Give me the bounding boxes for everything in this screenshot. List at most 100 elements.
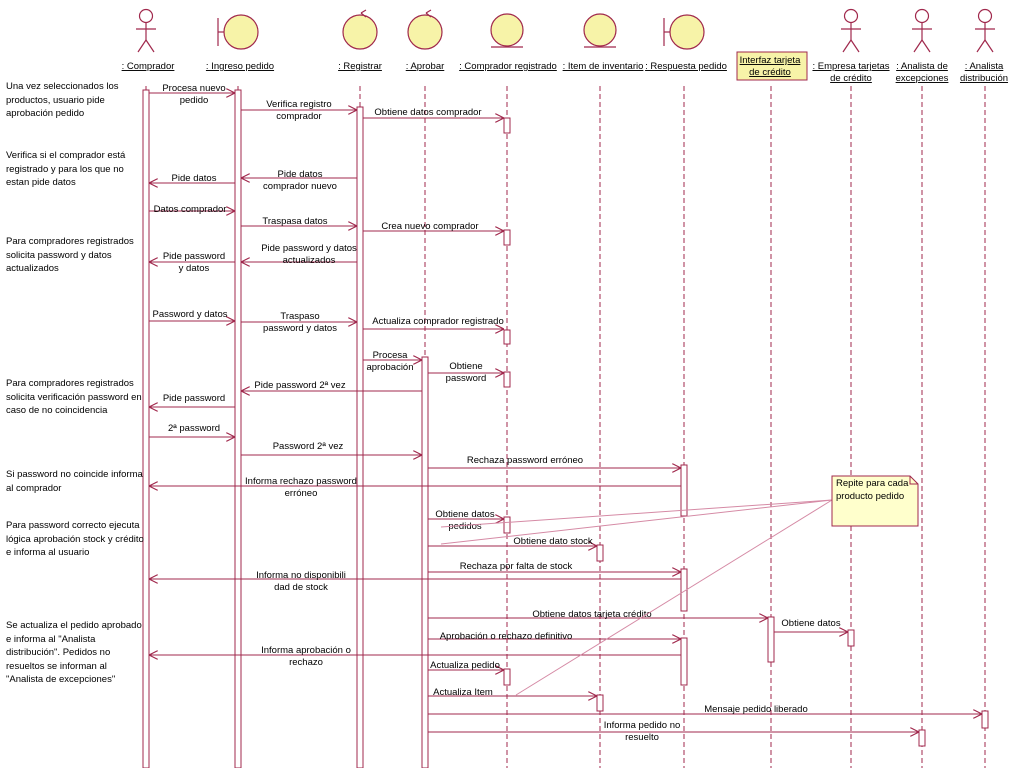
message-label: Password 2ª vez xyxy=(273,441,344,452)
message: 2ª password xyxy=(149,423,235,437)
message: Pide datos xyxy=(149,173,235,184)
activation-bar xyxy=(503,117,511,134)
lifeline-label: : Analista xyxy=(965,61,1004,72)
message: Actualiza pedido xyxy=(428,660,504,671)
boundary-icon xyxy=(669,14,705,50)
activation-bar xyxy=(847,629,855,647)
activation-bar xyxy=(596,694,604,712)
message-label: Obtiene datos comprador xyxy=(374,107,481,118)
side-note: Una vez seleccionados los productos, usu… xyxy=(6,81,119,119)
lifeline-head-registrar: : Registrar xyxy=(338,9,382,72)
activation-bar xyxy=(596,544,604,562)
boundary-icon xyxy=(223,14,259,50)
message-label: Aprobación o rechazo definitivo xyxy=(440,631,573,642)
lifeline-label: : Comprador registrado xyxy=(459,61,557,72)
lifeline-head-ingreso: : Ingreso pedido xyxy=(206,14,274,72)
message-label: Crea nuevo comprador xyxy=(381,221,478,232)
message-label: Rechaza por falta de stock xyxy=(460,561,573,572)
activation-bar xyxy=(356,106,364,768)
message-label: Pide password xyxy=(163,251,225,262)
lifeline-label: : Respuesta pedido xyxy=(645,61,727,72)
lifeline-label: : Empresa tarjetas xyxy=(812,61,889,72)
message: Obtiene datos comprador xyxy=(363,107,504,118)
message-label: Datos comprador xyxy=(154,204,227,215)
activation-bar xyxy=(918,729,926,747)
note-text: producto pedido xyxy=(836,491,904,502)
activation-bar xyxy=(503,516,511,534)
message-label: Verifica registro xyxy=(266,99,331,110)
message: Pide password xyxy=(149,393,235,407)
message: Aprobación o rechazo definitivo xyxy=(428,631,681,642)
activation-bar xyxy=(234,89,242,768)
message: Obtiene dato stock xyxy=(428,536,597,547)
activation-bar xyxy=(981,710,989,729)
lifeline-label: distribución xyxy=(960,73,1008,84)
lifeline-label: : Comprador xyxy=(122,61,175,72)
message-label: Pide password 2ª vez xyxy=(254,380,345,391)
note-text: Repite para cada xyxy=(836,478,909,489)
note-connector xyxy=(515,499,833,696)
message: Obtiene datos tarjeta crédito xyxy=(428,609,768,620)
activation-bar xyxy=(421,356,429,768)
message-label: Pide datos xyxy=(278,169,323,180)
message-label: Obtiene dato stock xyxy=(513,536,592,547)
message-label: Obtiene datos xyxy=(781,618,840,629)
message-label: Pide datos xyxy=(172,173,217,184)
lifeline-label: de crédito xyxy=(830,73,872,84)
message-label: Procesa xyxy=(373,350,409,361)
actor-icon xyxy=(138,8,154,24)
activation-bar xyxy=(503,668,511,686)
message-label: Pide password y datos xyxy=(261,243,357,254)
lifeline-label: : Aprobar xyxy=(406,61,445,72)
message: Rechaza password erróneo xyxy=(428,455,681,468)
lifeline-head-respuesta: : Respuesta pedido xyxy=(645,14,727,72)
message-label: dad de stock xyxy=(274,582,328,593)
lifeline-head-item: : Item de inventario xyxy=(563,13,644,72)
control-icon xyxy=(342,14,378,50)
message-label: comprador xyxy=(276,111,321,122)
side-note: Para compradores registrados solicita ve… xyxy=(6,378,142,416)
lifeline-label: : Registrar xyxy=(338,61,382,72)
message-label: 2ª password xyxy=(168,423,220,434)
message-label: Rechaza password erróneo xyxy=(467,455,583,466)
message-label: Traspasa datos xyxy=(262,216,327,227)
message-label: Informa no disponibili xyxy=(256,570,346,581)
lifeline-head-comp_reg: : Comprador registrado xyxy=(459,13,557,72)
message-label: Obtiene datos xyxy=(435,509,494,520)
activation-bar xyxy=(680,464,688,517)
note-connector xyxy=(440,499,833,528)
lifeline-label: : Analista de xyxy=(896,61,948,72)
lifeline-label: excepciones xyxy=(896,73,949,84)
message-label: Actualiza pedido xyxy=(430,660,500,671)
lifeline-label: : Item de inventario xyxy=(563,61,644,72)
message-label: rechazo xyxy=(289,657,323,668)
side-note: Para password correcto ejecuta lógica ap… xyxy=(6,520,144,558)
message-label: Traspaso xyxy=(280,311,319,322)
actor-icon xyxy=(914,8,930,24)
message: Mensaje pedido liberado xyxy=(428,704,982,715)
message-label: Actualiza comprador registrado xyxy=(372,316,503,327)
message: Password 2ª vez xyxy=(241,441,422,455)
activation-bar xyxy=(767,616,775,663)
message: Datos comprador xyxy=(149,204,235,215)
lifeline-label: : Ingreso pedido xyxy=(206,61,274,72)
message-label: actualizados xyxy=(283,255,336,266)
message-label: Password y datos xyxy=(153,309,228,320)
actor-icon xyxy=(977,8,993,24)
activation-bar xyxy=(503,229,511,246)
message-label: Actualiza Item xyxy=(433,687,493,698)
